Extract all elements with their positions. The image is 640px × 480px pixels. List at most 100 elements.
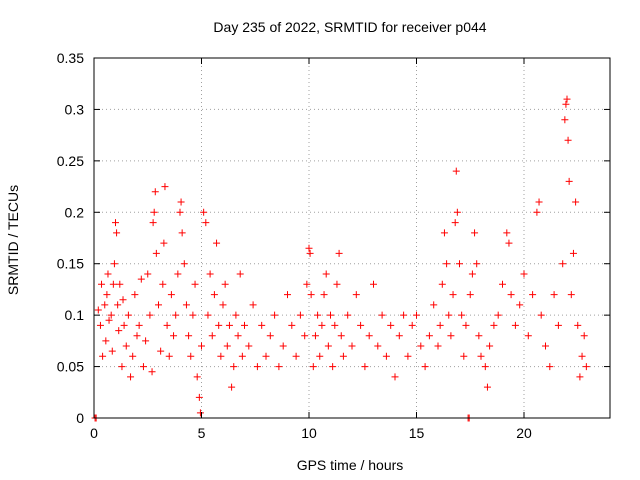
data-point xyxy=(352,291,360,299)
x-axis-label: GPS time / hours xyxy=(297,457,404,473)
data-point xyxy=(374,342,382,350)
data-point xyxy=(219,301,227,309)
data-point xyxy=(180,260,188,268)
data-point xyxy=(567,291,575,299)
data-point xyxy=(253,363,261,371)
data-point xyxy=(108,347,116,355)
data-point xyxy=(378,311,386,319)
data-point xyxy=(443,260,451,268)
data-point xyxy=(167,291,175,299)
data-point xyxy=(129,352,137,360)
data-point xyxy=(275,363,283,371)
data-point xyxy=(148,368,156,376)
data-point xyxy=(417,342,425,350)
data-point xyxy=(232,311,240,319)
data-point xyxy=(102,337,110,345)
data-point xyxy=(468,270,476,278)
data-point xyxy=(481,363,489,371)
data-point xyxy=(172,311,180,319)
data-point xyxy=(187,352,195,360)
data-point xyxy=(458,311,466,319)
data-point xyxy=(505,239,513,247)
points-layer xyxy=(91,95,590,422)
data-point xyxy=(569,249,577,257)
x-tick-label: 10 xyxy=(301,425,317,441)
y-tick-label: 0.25 xyxy=(57,153,84,169)
y-axis-label: SRMTID / TECUs xyxy=(5,185,21,295)
data-point xyxy=(271,311,279,319)
data-point xyxy=(150,208,158,216)
data-point xyxy=(561,116,569,124)
data-point xyxy=(348,342,356,350)
data-point xyxy=(473,260,481,268)
data-point xyxy=(535,198,543,206)
data-point xyxy=(483,383,491,391)
data-point xyxy=(241,321,248,329)
x-tick-label: 15 xyxy=(409,425,425,441)
data-point xyxy=(490,321,498,329)
data-point xyxy=(238,352,246,360)
axes-layer: 0 5 10 15 20 0 0.05 0.1 0.15 0.2 0.25 0.3 0.35 xyxy=(57,50,610,441)
data-point xyxy=(306,249,314,257)
data-point xyxy=(391,373,399,381)
data-point xyxy=(119,296,127,304)
data-point xyxy=(333,280,341,288)
data-point xyxy=(262,352,270,360)
data-point xyxy=(116,280,124,288)
data-point xyxy=(176,208,184,216)
data-point xyxy=(554,321,562,329)
data-point xyxy=(217,352,225,360)
data-point xyxy=(137,275,145,283)
data-point xyxy=(204,311,212,319)
data-point xyxy=(110,260,118,268)
data-point xyxy=(395,332,403,340)
data-point xyxy=(421,363,429,371)
y-tick-label: 0.2 xyxy=(65,204,85,220)
y-tick-label: 0.35 xyxy=(57,50,84,66)
data-point xyxy=(98,280,106,288)
data-point xyxy=(230,363,238,371)
data-point xyxy=(542,342,549,350)
data-point xyxy=(200,208,208,216)
data-point xyxy=(122,342,130,350)
data-point xyxy=(307,291,315,299)
data-point xyxy=(133,332,141,340)
data-point xyxy=(196,409,204,417)
data-point xyxy=(440,229,448,237)
data-point xyxy=(574,321,582,329)
data-point xyxy=(213,239,221,247)
data-point xyxy=(249,301,257,309)
data-point xyxy=(301,332,309,340)
data-point xyxy=(582,363,590,371)
data-point xyxy=(324,342,332,350)
data-point xyxy=(178,229,186,237)
data-point xyxy=(124,311,132,319)
data-point xyxy=(195,393,203,401)
data-point xyxy=(94,306,102,314)
x-tick-label: 0 xyxy=(90,425,98,441)
data-point xyxy=(499,280,506,288)
data-point xyxy=(516,301,524,309)
data-point xyxy=(208,332,216,340)
data-point xyxy=(236,270,244,278)
data-point xyxy=(191,280,199,288)
data-point xyxy=(449,291,457,299)
data-point xyxy=(370,280,377,288)
data-point xyxy=(445,311,453,319)
plot-frame xyxy=(93,57,611,419)
data-point xyxy=(430,301,438,309)
data-point xyxy=(193,373,201,381)
data-point xyxy=(266,332,274,340)
data-point xyxy=(546,363,554,371)
data-point xyxy=(564,136,572,144)
data-point xyxy=(152,249,160,257)
data-point xyxy=(576,373,584,381)
data-point xyxy=(322,270,330,278)
data-point xyxy=(503,229,511,237)
data-point xyxy=(494,311,502,319)
data-point xyxy=(451,219,459,227)
data-point xyxy=(303,280,311,288)
y-tick-label: 0.1 xyxy=(65,307,85,323)
data-point xyxy=(189,311,197,319)
